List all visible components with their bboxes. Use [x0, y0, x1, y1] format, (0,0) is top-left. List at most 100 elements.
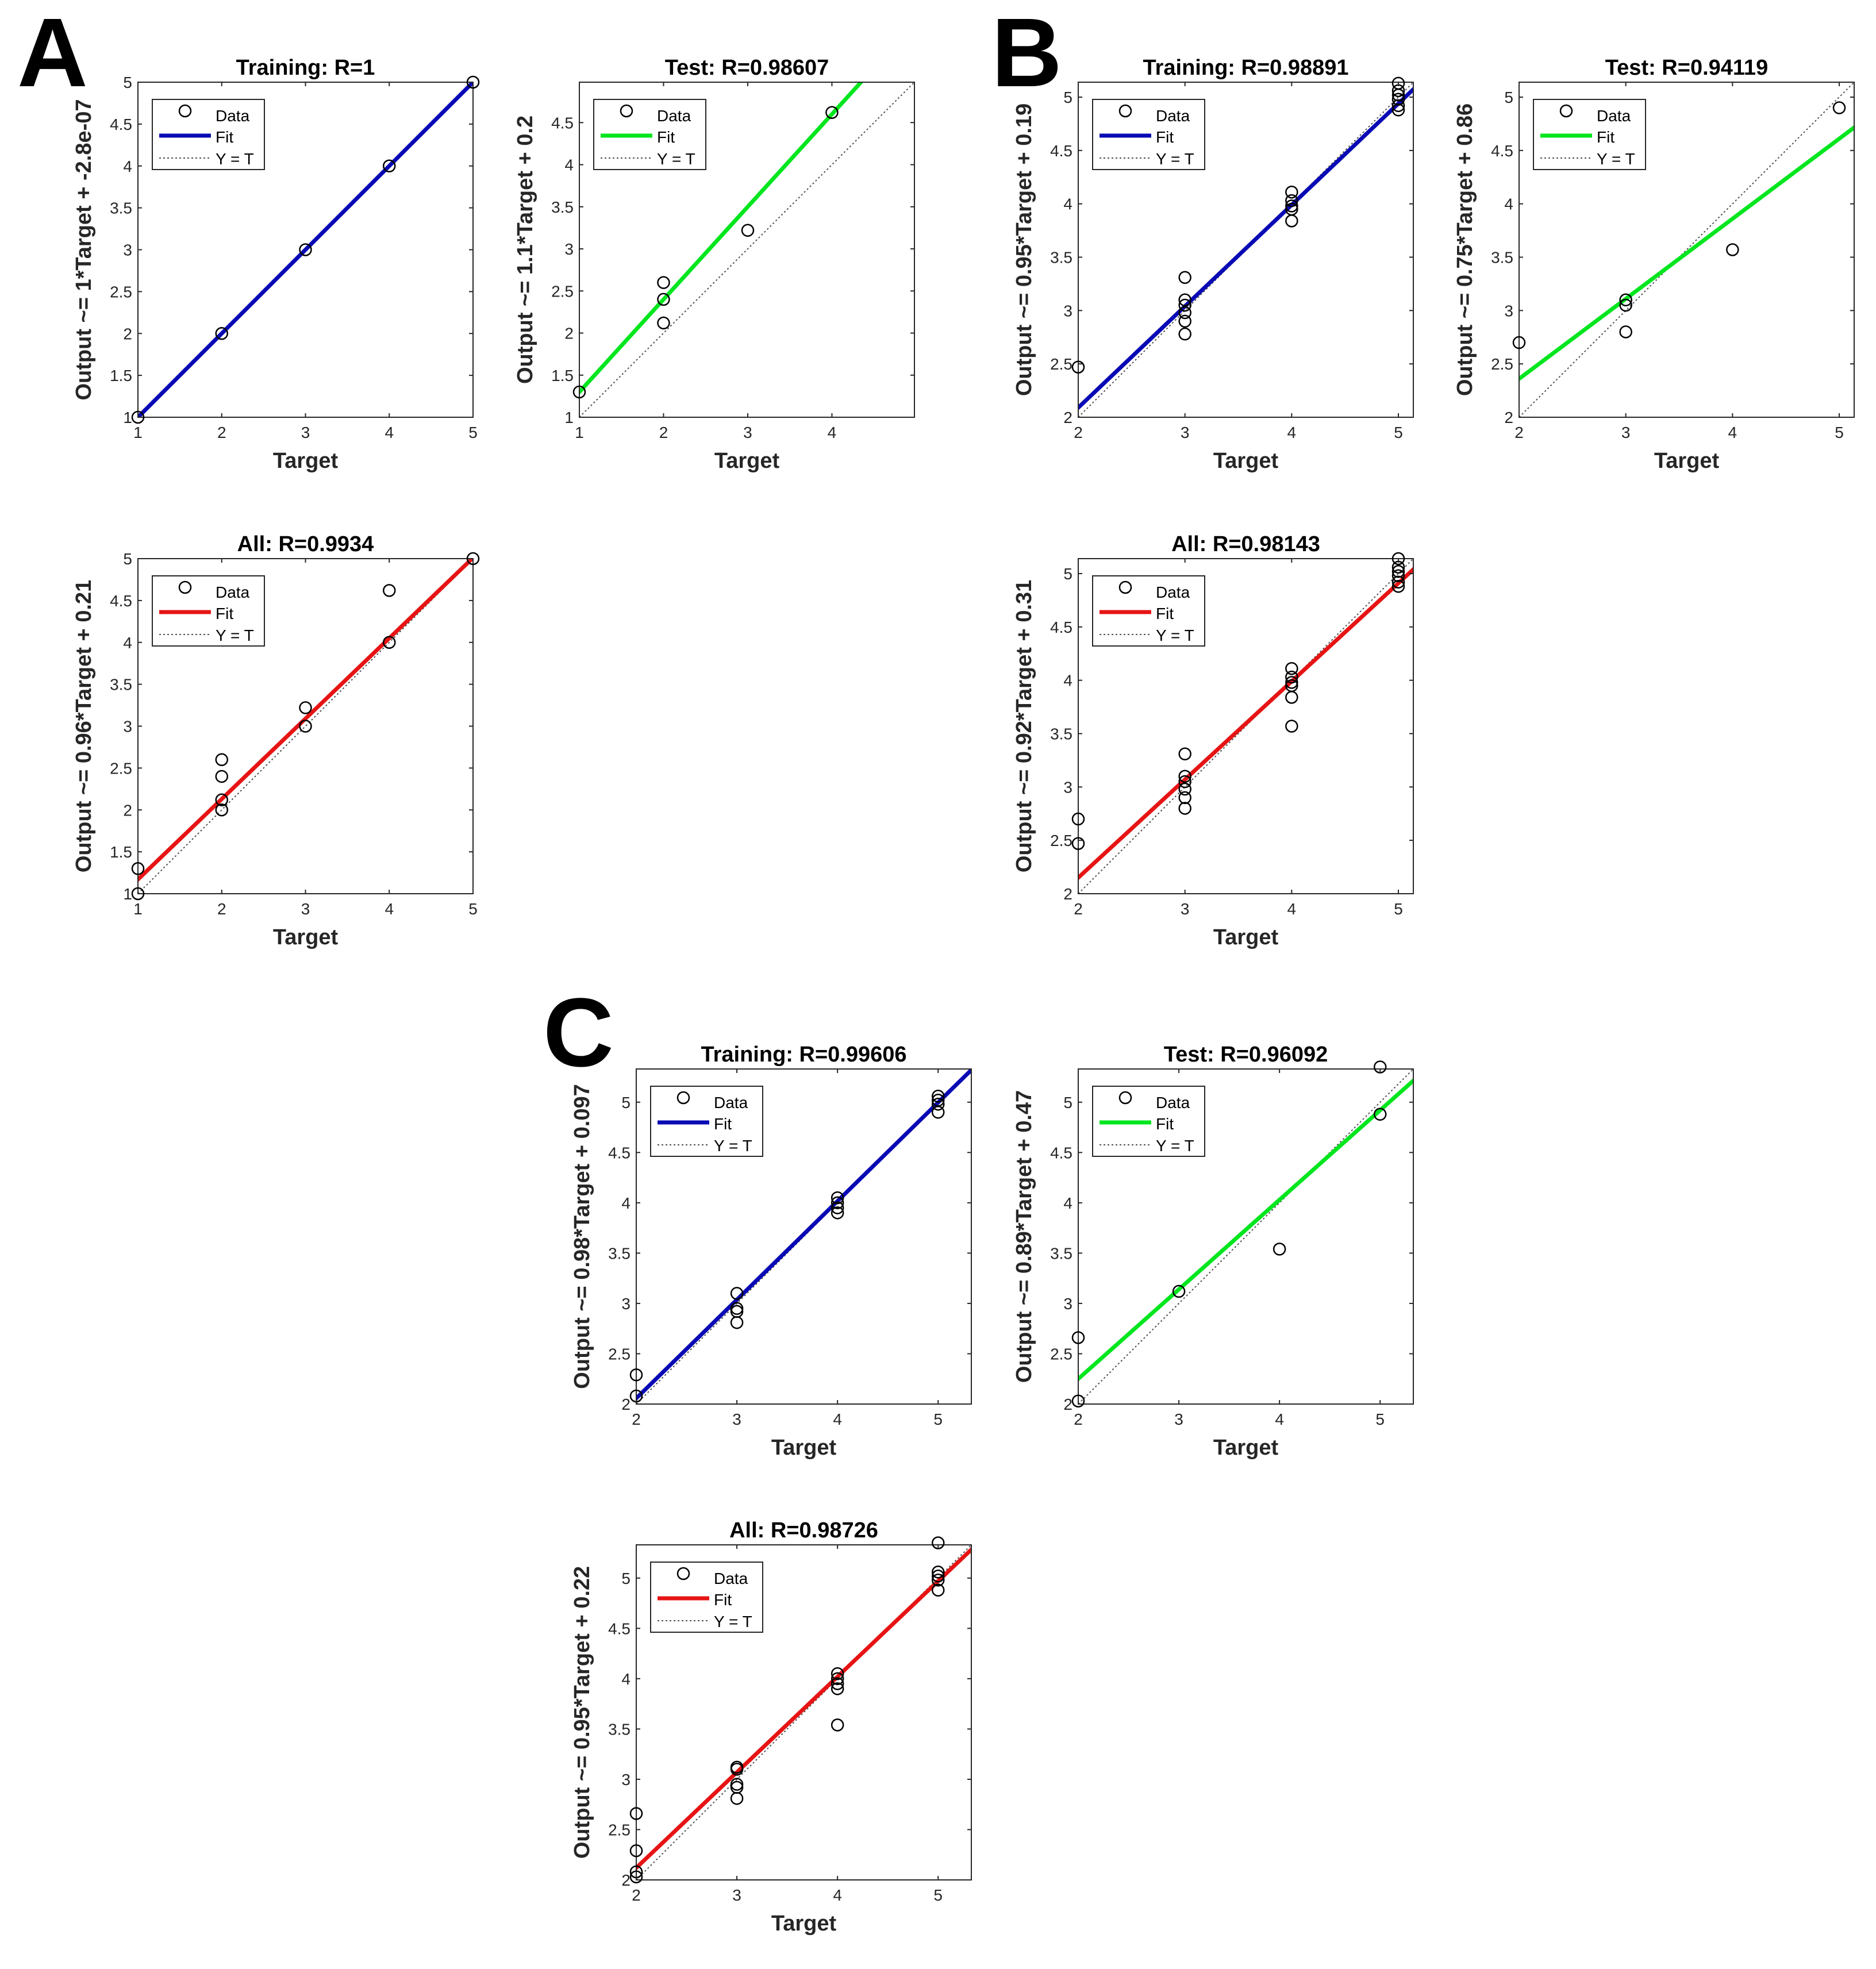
fit-line [636, 1069, 971, 1401]
legend-data-marker [178, 580, 192, 594]
legend-data-label: Data [714, 1094, 748, 1112]
data-point [629, 1870, 643, 1883]
data-point [1178, 782, 1191, 796]
chart-B-test: 2 3 4 5 2 2.5 3 3.5 4 4.5 5 Test: R=0.94119 Target Ou… [1453, 56, 1855, 473]
x-tick-label: 2 [1074, 900, 1083, 918]
data-point [1178, 802, 1191, 815]
data-point [466, 552, 480, 566]
y-tick-label: 1.5 [110, 367, 132, 384]
data-point [1373, 1107, 1387, 1121]
legend-data-label: Data [1156, 1094, 1190, 1112]
legend-fit-label: Fit [657, 128, 675, 146]
data-point [657, 276, 670, 289]
x-axis-label: Target [273, 449, 339, 473]
y-tick-label: 2.5 [1050, 355, 1072, 373]
data-point [131, 410, 145, 424]
data-point [1391, 103, 1405, 117]
chart-title: Training: R=0.98891 [1143, 56, 1349, 80]
data-point [1391, 565, 1405, 578]
x-tick-label: 2 [1514, 424, 1524, 441]
data-point [931, 1090, 945, 1103]
y-tick-label: 5 [1063, 565, 1072, 583]
y-tick-label: 3 [123, 718, 132, 736]
y-axis-label: Output ~= 0.95*Target + 0.19 [1012, 103, 1036, 396]
y-axis-label: Output ~= 0.96*Target + 0.21 [72, 580, 96, 872]
y-tick-label: 5 [1504, 89, 1513, 106]
y-axis-label: Output ~= 0.75*Target + 0.86 [1453, 103, 1477, 396]
x-tick-label: 4 [1728, 424, 1737, 441]
y-tick-label: 1 [123, 885, 132, 903]
data-point [215, 327, 228, 340]
data-point [1178, 314, 1191, 328]
x-tick-label: 2 [217, 424, 226, 441]
x-axis-label: Target [714, 449, 780, 473]
data-point [831, 1206, 844, 1220]
chart-A-all: 1 2 3 4 5 1 1.5 2 2.5 3 3.5 4 4.5 5 All: R=0.9934 Targe… [72, 532, 480, 949]
y-tick-label: 5 [1063, 1094, 1072, 1112]
chart-title: All: R=0.98143 [1171, 532, 1320, 556]
x-tick-label: 5 [1394, 900, 1403, 918]
data-point [1391, 93, 1405, 106]
y-tick-label: 1 [123, 409, 132, 426]
y-tick-label: 4.5 [110, 116, 132, 133]
legend-fit-label: Fit [1156, 1115, 1174, 1133]
legend-ideal-label: Y = T [714, 1137, 752, 1155]
y-tick-label: 4 [1504, 195, 1513, 213]
data-point [1178, 298, 1191, 312]
y-tick-label: 3.5 [1050, 725, 1072, 743]
data-point [931, 1570, 945, 1583]
y-tick-label: 2.5 [110, 283, 132, 301]
legend-data-marker [676, 1091, 690, 1105]
data-point [1619, 298, 1632, 312]
y-tick-label: 2 [1063, 1395, 1072, 1413]
legend: Data Fit Y = T [1092, 575, 1205, 647]
data-point [1178, 293, 1191, 307]
x-axis-label: Target [771, 1912, 837, 1936]
x-tick-label: 3 [1174, 1410, 1183, 1428]
fit-line [1078, 567, 1413, 880]
fit-line [1078, 86, 1413, 411]
y-tick-label: 4.5 [551, 114, 574, 132]
x-tick-label: 3 [1621, 424, 1631, 441]
chart-B-all: 2 3 4 5 2 2.5 3 3.5 4 4.5 5 All: R=0.98143 Target Out… [1012, 532, 1414, 949]
legend-data-label: Data [216, 583, 250, 601]
data-point [931, 1574, 945, 1587]
data-point [629, 1807, 643, 1820]
y-axis-label: Output ~= 0.95*Target + 0.22 [570, 1566, 594, 1859]
plot-content [1078, 1069, 1413, 1404]
x-axis-label: Target [273, 925, 339, 949]
y-tick-label: 4 [1063, 672, 1072, 690]
data-point [1273, 1243, 1286, 1256]
chart-C-all: 2 3 4 5 2 2.5 3 3.5 4 4.5 5 All: R=0.98726 Target Out… [570, 1518, 972, 1936]
y-tick-label: 4 [621, 1194, 631, 1212]
y-axis-label: Output ~= 0.89*Target + 0.47 [1012, 1090, 1036, 1383]
data-point [730, 1302, 744, 1315]
data-point [931, 1566, 945, 1579]
y-tick-label: 2 [621, 1871, 631, 1889]
x-axis-label: Target [771, 1436, 837, 1460]
x-tick-label: 3 [1181, 900, 1190, 918]
data-point [1178, 271, 1191, 284]
data-point [1178, 327, 1191, 341]
data-point [1285, 199, 1298, 213]
data-point [1391, 99, 1405, 113]
legend-data-marker [1118, 580, 1132, 594]
data-point [1071, 1394, 1085, 1407]
fit-line [1519, 125, 1854, 382]
y-tick-label: 2 [1504, 409, 1513, 426]
plot-frame [579, 82, 915, 418]
data-point [825, 106, 839, 119]
legend-fit-label: Fit [216, 605, 233, 622]
x-axis-label: Target [1213, 449, 1279, 473]
data-point [741, 224, 755, 237]
x-axis-label: Target [1654, 449, 1720, 473]
legend-data-label: Data [1156, 583, 1190, 601]
data-point [131, 862, 145, 875]
data-point [831, 1718, 844, 1732]
chart-title: All: R=0.9934 [237, 532, 374, 556]
chart-C-test: 2 3 4 5 2 2.5 3 3.5 4 4.5 5 Test: R=0.96092 Target Ou… [1012, 1043, 1414, 1460]
legend-data-marker [1118, 104, 1132, 118]
data-point [730, 1316, 744, 1329]
x-tick-label: 5 [1835, 424, 1844, 441]
y-tick-label: 4 [123, 634, 132, 652]
